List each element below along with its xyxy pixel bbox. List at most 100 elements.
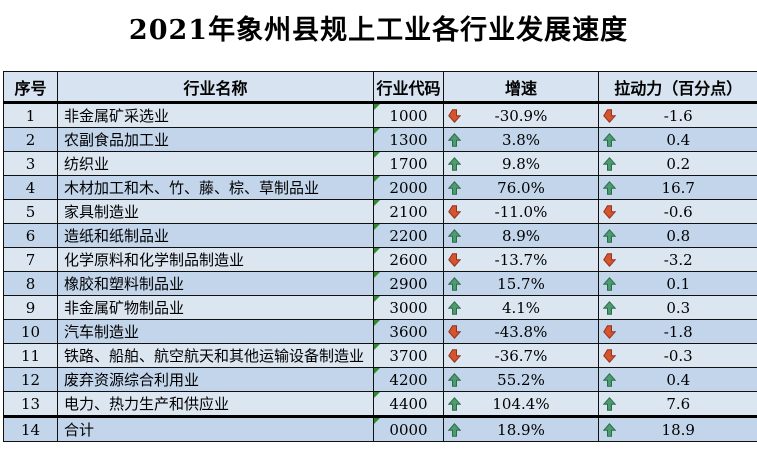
table-row: 13 电力、热力生产和供应业 4400 104.4% 7.6 <box>3 391 757 417</box>
industry-name-cell[interactable]: 废弃资源综合利用业 <box>57 367 374 392</box>
seq-no-cell[interactable]: 14 <box>3 415 58 442</box>
industry-code-cell[interactable]: 3700 <box>373 343 444 368</box>
industry-code-cell[interactable]: 2600 <box>373 247 444 272</box>
up-arrow-icon <box>448 422 461 437</box>
table-header: 序号 行业名称 行业代码 增速 拉动力（百分点） <box>3 71 757 104</box>
header-industry-name[interactable]: 行业名称 <box>57 71 374 104</box>
industry-code-cell[interactable]: 3000 <box>373 295 444 320</box>
excel-error-flag-icon <box>374 128 380 134</box>
seq-no-cell[interactable]: 9 <box>3 295 58 320</box>
growth-rate-cell[interactable]: -43.8% <box>443 319 599 344</box>
up-arrow-icon <box>448 372 461 387</box>
growth-rate-cell[interactable]: 55.2% <box>443 367 599 392</box>
growth-rate-value: 9.8% <box>501 154 541 173</box>
growth-rate-value: -36.7% <box>494 346 548 365</box>
growth-rate-cell[interactable]: -11.0% <box>443 199 599 224</box>
down-arrow-icon <box>448 348 461 363</box>
table-row: 5 家具制造业 2100 -11.0% -0.6 <box>3 199 757 224</box>
industry-name-cell[interactable]: 化学原料和化学制品制造业 <box>57 247 374 272</box>
growth-rate-cell[interactable]: 18.9% <box>443 415 599 442</box>
industry-code-cell[interactable]: 2900 <box>373 271 444 296</box>
seq-no-cell[interactable]: 4 <box>3 175 58 200</box>
table-row: 4 木材加工和木、竹、藤、棕、草制品业 2000 76.0% 16.7 <box>3 175 757 200</box>
industry-name-cell[interactable]: 非金属矿采选业 <box>57 102 374 128</box>
growth-rate-cell[interactable]: 9.8% <box>443 151 599 176</box>
industry-name-cell[interactable]: 汽车制造业 <box>57 319 374 344</box>
pull-force-cell[interactable]: -0.6 <box>598 199 757 224</box>
industry-code-cell[interactable]: 2100 <box>373 199 444 224</box>
pull-force-cell[interactable]: -1.8 <box>598 319 757 344</box>
industry-code-cell[interactable]: 3600 <box>373 319 444 344</box>
industry-name-cell[interactable]: 电力、热力生产和供应业 <box>57 391 374 417</box>
seq-no-cell[interactable]: 2 <box>3 127 58 152</box>
header-seq-no[interactable]: 序号 <box>3 71 58 104</box>
seq-no-cell[interactable]: 5 <box>3 199 58 224</box>
industry-name-cell[interactable]: 木材加工和木、竹、藤、棕、草制品业 <box>57 175 374 200</box>
industry-name-cell[interactable]: 农副食品加工业 <box>57 127 374 152</box>
seq-no-cell[interactable]: 11 <box>3 343 58 368</box>
down-arrow-icon <box>603 348 616 363</box>
pull-force-cell[interactable]: 0.3 <box>598 295 757 320</box>
pull-force-cell[interactable]: 0.4 <box>598 367 757 392</box>
growth-rate-cell[interactable]: -36.7% <box>443 343 599 368</box>
industry-code-cell[interactable]: 1700 <box>373 151 444 176</box>
up-arrow-icon <box>603 180 616 195</box>
industry-code-cell[interactable]: 0000 <box>373 415 444 442</box>
pull-force-cell[interactable]: 0.4 <box>598 127 757 152</box>
seq-no-cell[interactable]: 3 <box>3 151 58 176</box>
industry-code-cell[interactable]: 2200 <box>373 223 444 248</box>
growth-rate-cell[interactable]: 4.1% <box>443 295 599 320</box>
growth-rate-value: -43.8% <box>494 322 548 341</box>
table-row: 2 农副食品加工业 1300 3.8% 0.4 <box>3 127 757 152</box>
up-arrow-icon <box>448 276 461 291</box>
industry-code-cell[interactable]: 1000 <box>373 102 444 128</box>
pull-force-cell[interactable]: 0.1 <box>598 271 757 296</box>
pull-force-value: 0.3 <box>666 298 691 317</box>
industry-name-cell[interactable]: 非金属矿物制品业 <box>57 295 374 320</box>
excel-error-flag-icon <box>374 224 380 230</box>
growth-rate-cell[interactable]: 8.9% <box>443 223 599 248</box>
pull-force-cell[interactable]: 18.9 <box>598 415 757 442</box>
growth-rate-cell[interactable]: 76.0% <box>443 175 599 200</box>
seq-no-cell[interactable]: 8 <box>3 271 58 296</box>
header-pull-force[interactable]: 拉动力（百分点） <box>598 71 757 104</box>
seq-no-cell[interactable]: 10 <box>3 319 58 344</box>
growth-rate-cell[interactable]: -30.9% <box>443 102 599 128</box>
industry-name-cell[interactable]: 造纸和纸制品业 <box>57 223 374 248</box>
industry-name-cell[interactable]: 合计 <box>57 415 374 442</box>
industry-code-cell[interactable]: 1300 <box>373 127 444 152</box>
growth-rate-cell[interactable]: 15.7% <box>443 271 599 296</box>
growth-rate-cell[interactable]: 3.8% <box>443 127 599 152</box>
down-arrow-icon <box>603 252 616 267</box>
pull-force-cell[interactable]: -1.6 <box>598 102 757 128</box>
up-arrow-icon <box>448 396 461 411</box>
growth-rate-value: 3.8% <box>501 130 541 149</box>
down-arrow-icon <box>448 324 461 339</box>
pull-force-cell[interactable]: 0.8 <box>598 223 757 248</box>
growth-rate-cell[interactable]: 104.4% <box>443 391 599 417</box>
industry-code-cell[interactable]: 2000 <box>373 175 444 200</box>
pull-force-cell[interactable]: 7.6 <box>598 391 757 417</box>
statistics-table-page: 2021年象州县规上工业各行业发展速度 序号 行业名称 行业代码 增速 拉动力（… <box>3 15 757 442</box>
industry-name-cell[interactable]: 纺织业 <box>57 151 374 176</box>
industry-name-cell[interactable]: 铁路、船舶、航空航天和其他运输设备制造业 <box>57 343 374 368</box>
industry-code-cell[interactable]: 4200 <box>373 367 444 392</box>
industry-name-cell[interactable]: 家具制造业 <box>57 199 374 224</box>
pull-force-value: 18.9 <box>661 420 695 439</box>
industry-code-cell[interactable]: 4400 <box>373 391 444 417</box>
pull-force-cell[interactable]: 16.7 <box>598 175 757 200</box>
seq-no-cell[interactable]: 1 <box>3 102 58 128</box>
seq-no-cell[interactable]: 6 <box>3 223 58 248</box>
pull-force-value: 0.4 <box>666 130 691 149</box>
seq-no-cell[interactable]: 12 <box>3 367 58 392</box>
header-growth-rate[interactable]: 增速 <box>443 71 599 104</box>
seq-no-cell[interactable]: 7 <box>3 247 58 272</box>
industry-name-cell[interactable]: 橡胶和塑料制品业 <box>57 271 374 296</box>
pull-force-cell[interactable]: -0.3 <box>598 343 757 368</box>
seq-no-cell[interactable]: 13 <box>3 391 58 417</box>
pull-force-cell[interactable]: -3.2 <box>598 247 757 272</box>
header-industry-code[interactable]: 行业代码 <box>373 71 444 104</box>
table-row: 14 合计 0000 18.9% 18.9 <box>3 415 757 442</box>
growth-rate-cell[interactable]: -13.7% <box>443 247 599 272</box>
pull-force-cell[interactable]: 0.2 <box>598 151 757 176</box>
